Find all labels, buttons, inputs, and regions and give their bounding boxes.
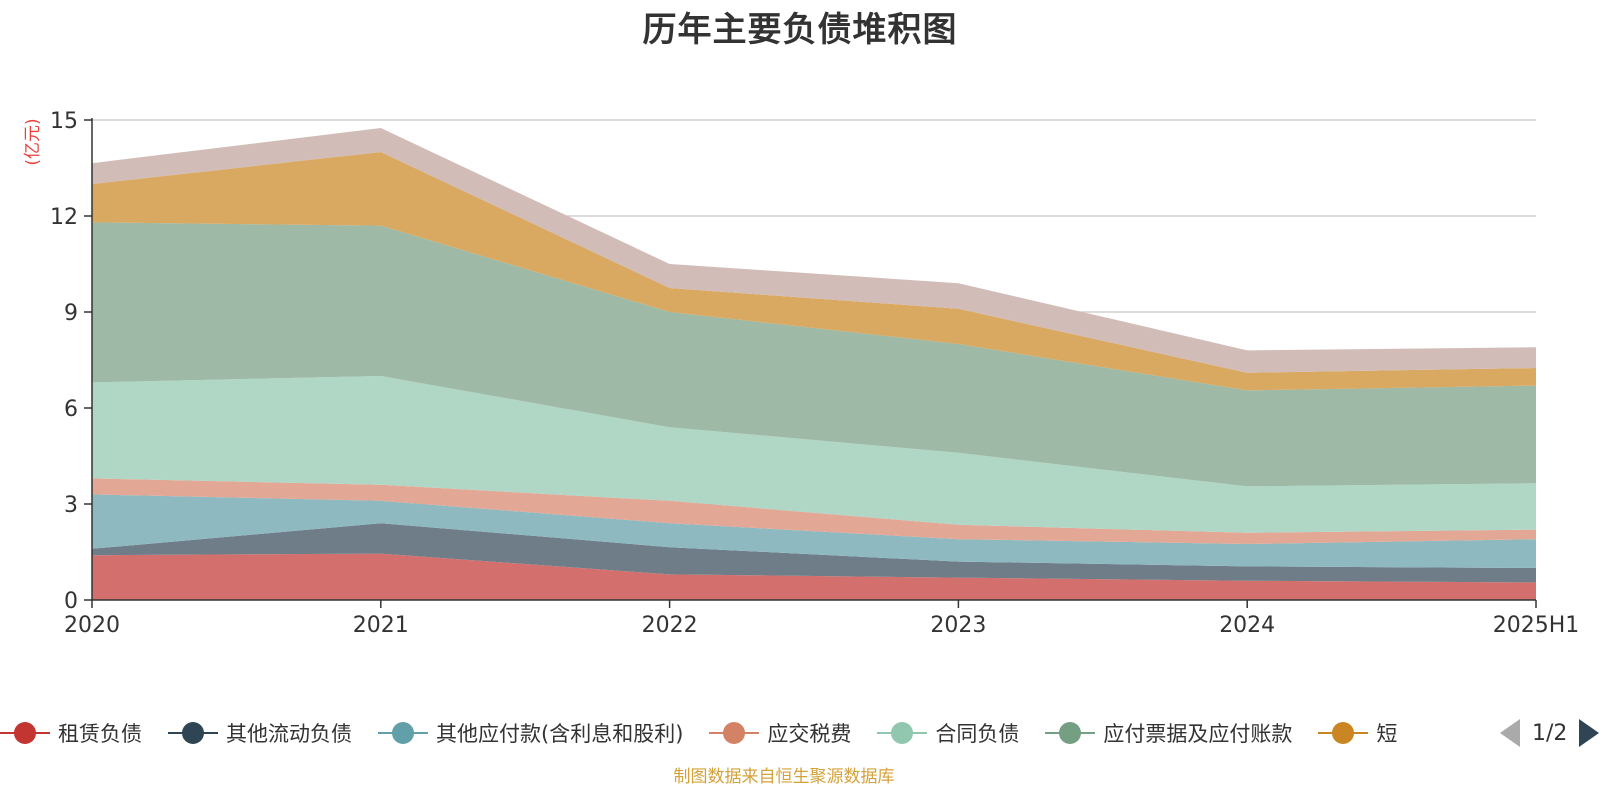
x-tick-label: 2022 — [642, 613, 698, 638]
x-tick-label: 2023 — [930, 613, 986, 638]
legend-page-indicator: 1/2 — [1532, 720, 1568, 746]
legend-marker-icon — [168, 721, 218, 745]
x-tick-label: 2020 — [64, 613, 120, 638]
legend-marker-icon — [0, 721, 50, 745]
legend-item[interactable]: 租赁负债 — [0, 713, 142, 753]
source-note: 制图数据来自恒生聚源数据库 — [673, 767, 895, 787]
legend-label: 合同负债 — [935, 722, 1020, 746]
legend-label: 应付票据及应付账款 — [1103, 722, 1293, 746]
legend-item[interactable]: 应付票据及应付账款 — [1045, 713, 1292, 753]
legend-marker-icon — [877, 721, 928, 745]
legend-label: 租赁负债 — [58, 722, 142, 746]
x-tick-label: 2025H1 — [1493, 613, 1580, 638]
legend-prev-page-icon[interactable] — [1500, 719, 1520, 747]
legend-next-page-icon[interactable] — [1579, 719, 1600, 747]
area-series-应交税费 — [92, 478, 1536, 544]
area-series-其他 — [92, 128, 1536, 373]
area-series-其他流动负债 — [92, 523, 1536, 583]
y-tick-label: 6 — [64, 397, 78, 422]
area-series-应付票据及应付账款 — [92, 222, 1536, 487]
legend-pager: 1/2 — [1500, 713, 1600, 753]
y-axis-label: (亿元) — [23, 118, 43, 165]
x-tick-label: 2021 — [353, 613, 409, 638]
legend-label: 其他流动负债 — [226, 722, 352, 746]
axes: 0 3 6 9 12 15 2020 2021 2022 2023 2024 2025H1 — [50, 109, 1579, 638]
area-series-租赁负债 — [92, 553, 1536, 600]
legend-item[interactable]: 合同负债 — [877, 713, 1019, 753]
legend-label: 其他应付款(含利息和股利) — [436, 722, 684, 746]
legend-marker-icon — [709, 721, 760, 745]
y-tick-label: 15 — [50, 109, 78, 134]
legend-item[interactable]: 其他应付款(含利息和股利) — [378, 713, 683, 753]
y-tick-label: 3 — [64, 493, 78, 518]
chart-title: 历年主要负债堆积图 — [642, 10, 958, 50]
legend: 租赁负债 其他流动负债 其他应付款(含利息和股利) 应交税费 合同负债 应付票据及应付账款… — [0, 713, 1480, 753]
legend-label: 短 — [1376, 722, 1398, 746]
legend-item[interactable]: 短 — [1318, 713, 1397, 753]
legend-marker-icon — [378, 721, 428, 745]
legend-item[interactable]: 其他流动负债 — [168, 713, 352, 753]
y-tick-label: 9 — [64, 301, 78, 326]
legend-label: 应交税费 — [767, 722, 852, 746]
area-series-短期借款 — [92, 152, 1536, 391]
y-tick-label: 12 — [50, 205, 78, 230]
legend-item[interactable]: 应交税费 — [709, 713, 851, 753]
x-tick-label: 2024 — [1219, 613, 1275, 638]
area-series — [92, 128, 1536, 600]
area-series-合同负债 — [92, 376, 1536, 533]
legend-marker-icon — [1318, 721, 1369, 745]
y-tick-label: 0 — [64, 589, 78, 614]
legend-marker-icon — [1045, 721, 1096, 745]
